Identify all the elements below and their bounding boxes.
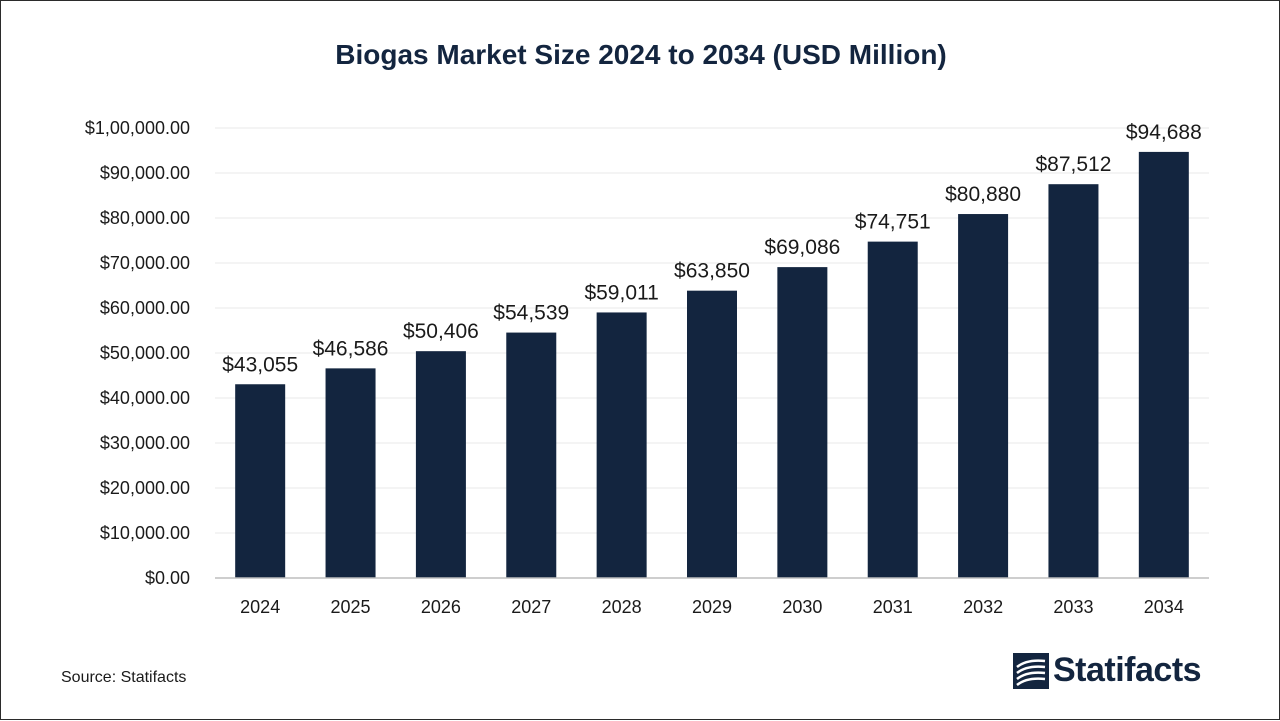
x-tick-label: 2030 — [782, 597, 822, 617]
bar — [958, 214, 1009, 579]
x-tick-label: 2027 — [511, 597, 551, 617]
y-tick-label: $1,00,000.00 — [85, 118, 190, 138]
data-label: $63,850 — [674, 260, 750, 283]
y-tick-label: $40,000.00 — [100, 388, 190, 408]
y-axis-ticks: $0.00 $10,000.00 $20,000.00 $30,000.00 $40,0… — [85, 118, 190, 588]
data-label: $74,751 — [855, 211, 931, 234]
y-tick-label: $30,000.00 — [100, 433, 190, 453]
brand-logo: Statifacts — [1013, 651, 1202, 690]
x-tick-label: 2028 — [602, 597, 642, 617]
bar — [415, 351, 466, 578]
data-label: $80,880 — [945, 183, 1021, 206]
data-label: $94,688 — [1126, 121, 1202, 144]
y-tick-label: $80,000.00 — [100, 208, 190, 228]
y-tick-label: $90,000.00 — [100, 163, 190, 183]
x-tick-label: 2024 — [240, 597, 280, 617]
brand-name: Statifacts — [1053, 651, 1202, 689]
x-tick-label: 2032 — [963, 597, 1003, 617]
bar — [506, 332, 557, 578]
x-axis-ticks: 2024 2025 2026 2027 2028 2029 2030 2031 2032 2033… — [240, 597, 1184, 617]
x-tick-label: 2031 — [873, 597, 913, 617]
bar — [687, 290, 737, 578]
y-tick-label: $10,000.00 — [100, 523, 190, 543]
x-tick-label: 2029 — [692, 597, 732, 617]
data-label: $59,011 — [584, 281, 658, 304]
bar — [777, 267, 828, 578]
bar — [1138, 151, 1189, 579]
chart-title: Biogas Market Size 2024 to 2034 (USD Mil… — [335, 39, 947, 70]
data-label: $87,512 — [1035, 153, 1111, 176]
x-tick-label: 2026 — [421, 597, 461, 617]
data-label: $54,539 — [493, 302, 569, 325]
source-note: Source: Statifacts — [61, 669, 187, 686]
bar — [596, 312, 647, 578]
data-label: $46,586 — [313, 337, 389, 360]
statifacts-logo-icon — [1013, 652, 1049, 689]
bar — [325, 368, 376, 578]
x-tick-label: 2034 — [1144, 597, 1184, 617]
y-tick-label: $50,000.00 — [100, 343, 190, 363]
y-tick-label: $70,000.00 — [100, 253, 190, 273]
y-tick-label: $60,000.00 — [100, 298, 190, 318]
data-labels: $43,055 $46,586 $50,406 $54,539 $59,011 $63,8… — [222, 121, 1202, 376]
bars — [235, 151, 1189, 579]
y-tick-label: $20,000.00 — [100, 478, 190, 498]
y-tick-label: $0.00 — [145, 568, 190, 588]
x-tick-label: 2033 — [1053, 597, 1093, 617]
bar — [235, 384, 286, 578]
bar — [1048, 184, 1099, 579]
bar — [867, 241, 918, 579]
data-label: $43,055 — [222, 353, 298, 376]
data-label: $69,086 — [764, 236, 840, 259]
x-tick-label: 2025 — [331, 597, 371, 617]
data-label: $50,406 — [403, 320, 479, 343]
